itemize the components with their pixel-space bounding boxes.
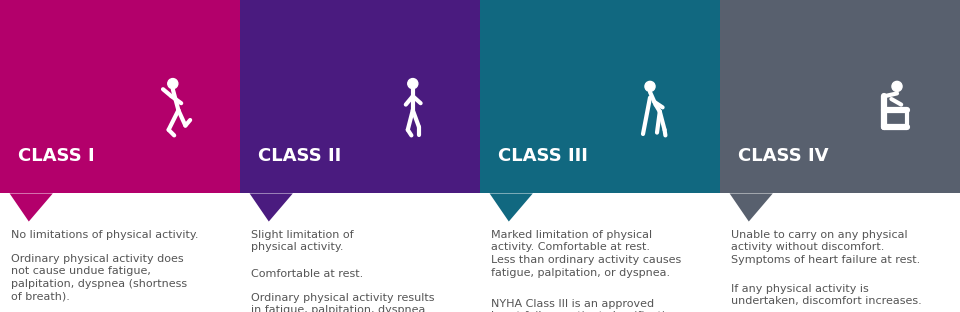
Circle shape — [645, 81, 655, 91]
Text: Slight limitation of
physical activity.: Slight limitation of physical activity. — [251, 230, 353, 252]
Bar — [240, 0, 480, 193]
Text: Unable to carry on any physical
activity without discomfort.
Symptoms of heart f: Unable to carry on any physical activity… — [731, 230, 920, 265]
Circle shape — [168, 79, 178, 89]
Polygon shape — [490, 193, 533, 222]
Circle shape — [892, 81, 902, 91]
Text: CLASS IV: CLASS IV — [738, 147, 828, 165]
Text: CLASS III: CLASS III — [498, 147, 588, 165]
Bar — [480, 0, 720, 193]
Polygon shape — [10, 193, 53, 222]
Polygon shape — [730, 193, 773, 222]
Text: NYHA Class III is an approved
heart failure patient classification
for the Cardi: NYHA Class III is an approved heart fail… — [491, 299, 679, 312]
Text: If any physical activity is
undertaken, discomfort increases.: If any physical activity is undertaken, … — [731, 284, 922, 306]
Text: CLASS II: CLASS II — [258, 147, 341, 165]
Text: Ordinary physical activity results
in fatigue, palpitation, dyspnea
(shortness o: Ordinary physical activity results in fa… — [251, 293, 434, 312]
Text: Comfortable at rest.: Comfortable at rest. — [251, 269, 363, 279]
Text: Marked limitation of physical
activity. Comfortable at rest.
Less than ordinary : Marked limitation of physical activity. … — [491, 230, 681, 278]
Text: No limitations of physical activity.: No limitations of physical activity. — [11, 230, 199, 240]
Bar — [720, 0, 960, 193]
Text: Ordinary physical activity does
not cause undue fatigue,
palpitation, dyspnea (s: Ordinary physical activity does not caus… — [11, 254, 187, 302]
Bar — [0, 0, 240, 193]
Text: CLASS I: CLASS I — [18, 147, 95, 165]
Polygon shape — [250, 193, 293, 222]
Circle shape — [408, 79, 418, 89]
